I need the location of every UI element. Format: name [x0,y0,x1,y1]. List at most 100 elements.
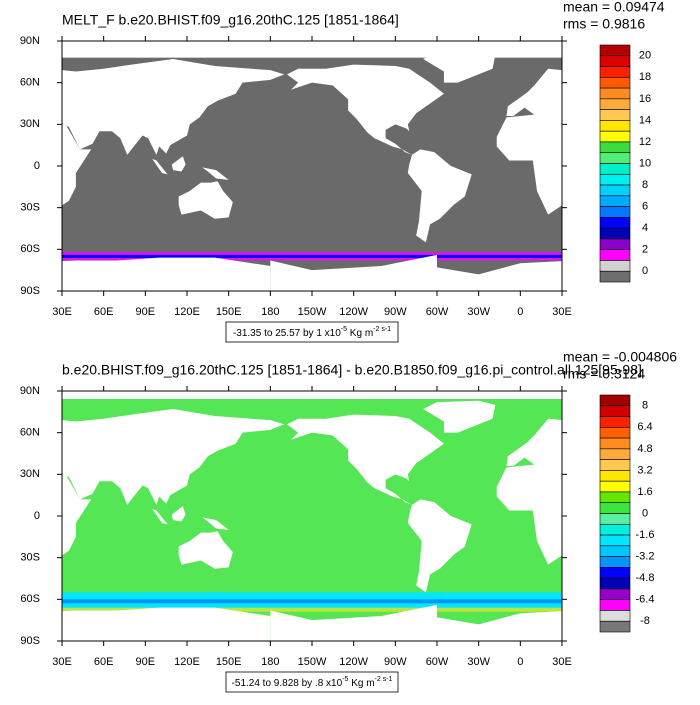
colorbar-box [599,523,631,536]
lon-label: 150E [216,306,242,318]
colorbar-box [599,98,631,110]
lon-label: 30E [52,656,72,668]
info-box [225,321,399,343]
lon-label: 90W [384,656,407,668]
colorbar-box [599,260,631,272]
land [62,257,271,291]
land [202,517,229,530]
rms-stat: rms = 0.9816 [563,16,645,32]
colorbar-box [599,416,631,428]
mean-stat: mean = 0.09474 [563,0,665,15]
lat-label: 30S [20,552,40,564]
land [287,64,444,155]
colorbar-label: 8 [642,179,648,191]
colorbar-box [599,577,631,590]
lat-label: 90S [20,635,40,647]
land [496,114,562,215]
land [506,68,562,123]
colorbar-box [599,470,631,482]
land [407,499,472,593]
colorbar-box [599,173,631,186]
lon-label: 120W [339,306,368,318]
land [287,414,444,505]
info-unit: Kg m [347,328,373,339]
land [652,509,667,524]
land [152,159,168,175]
land [62,122,92,206]
rms-stat: rms = 0.3124 [563,366,645,382]
lon-label: 0 [517,656,523,668]
land [496,464,562,565]
land [423,400,496,433]
land [270,604,562,641]
map [62,391,686,641]
lat-label: 60N [20,77,40,89]
info-range: -51.24 to 9.828 by .8 x10 [232,678,343,689]
colorbar-box [599,513,631,525]
colorbar-label: -4.8 [636,572,655,584]
land [202,167,229,180]
lon-label: 30E [552,656,572,668]
colorbar-box [599,120,631,132]
land [178,181,233,219]
colorbar-box [599,249,631,261]
panel-title: b.e20.BHIST.f09_g16.20thC.125 [1851-1864… [62,362,642,378]
colorbar-label: -8 [640,615,650,627]
lon-label: 120E [174,306,200,318]
colorbar-box [599,109,631,121]
colorbar-label: 8 [642,400,648,412]
lon-label: 60E [94,306,114,318]
colorbar-box [599,394,631,407]
colorbar-box [599,141,631,154]
map [0,41,686,291]
colorbar-label: 0 [642,265,648,277]
lon-label: 120W [339,656,368,668]
colorbar-box [599,448,631,460]
colorbar-label: 2 [642,244,648,256]
colorbar-label: 14 [639,114,651,126]
colorbar-box [599,195,631,207]
lat-label: 30N [20,468,40,480]
colorbar-label: 0 [642,507,648,519]
colorbar-box [599,459,631,471]
colorbar-label: 6.4 [637,421,652,433]
colorbar-label: 18 [639,71,651,83]
land [423,50,496,83]
arctic [62,391,562,399]
land [62,607,271,641]
land [171,156,186,172]
lat-label: 30S [20,202,40,214]
land [652,159,667,174]
colorbar-box [599,217,631,229]
colorbar-box [599,427,631,439]
land [672,156,686,171]
land [178,531,233,569]
colorbar-label: -6.4 [636,594,655,606]
map-panel: 30E 60E 90E 120E 150E 180 150W 120W 90W 60W 30W 0 30… [20,349,686,693]
ice-band [0,55,13,59]
land [506,418,562,473]
info-range: -31.35 to 25.57 by 1 x10 [233,328,341,339]
land [270,254,562,291]
colorbar-box [599,152,631,164]
colorbar-box [599,437,631,450]
lon-label: 60E [94,656,114,668]
colorbar-box [599,163,631,175]
colorbar-box [599,227,631,240]
lon-label: 0 [517,306,523,318]
colorbar-box [599,206,631,218]
lon-label: 180 [261,306,279,318]
land [672,506,686,521]
lon-label: 180 [261,656,279,668]
info-text: -51.24 to 9.828 by .8 x10-5 Kg m-2 s-1 [232,676,393,689]
info-unit-exponent: -2 s-1 [375,676,393,683]
info-exponent: -5 [342,676,348,683]
lat-label: 0 [34,160,40,172]
colorbar-box [599,238,631,250]
land [171,506,186,522]
colorbar-box [599,545,631,557]
colorbar-box [599,491,631,504]
lon-label: 90E [136,656,156,668]
lon-label: 60W [426,656,449,668]
land [407,149,472,243]
